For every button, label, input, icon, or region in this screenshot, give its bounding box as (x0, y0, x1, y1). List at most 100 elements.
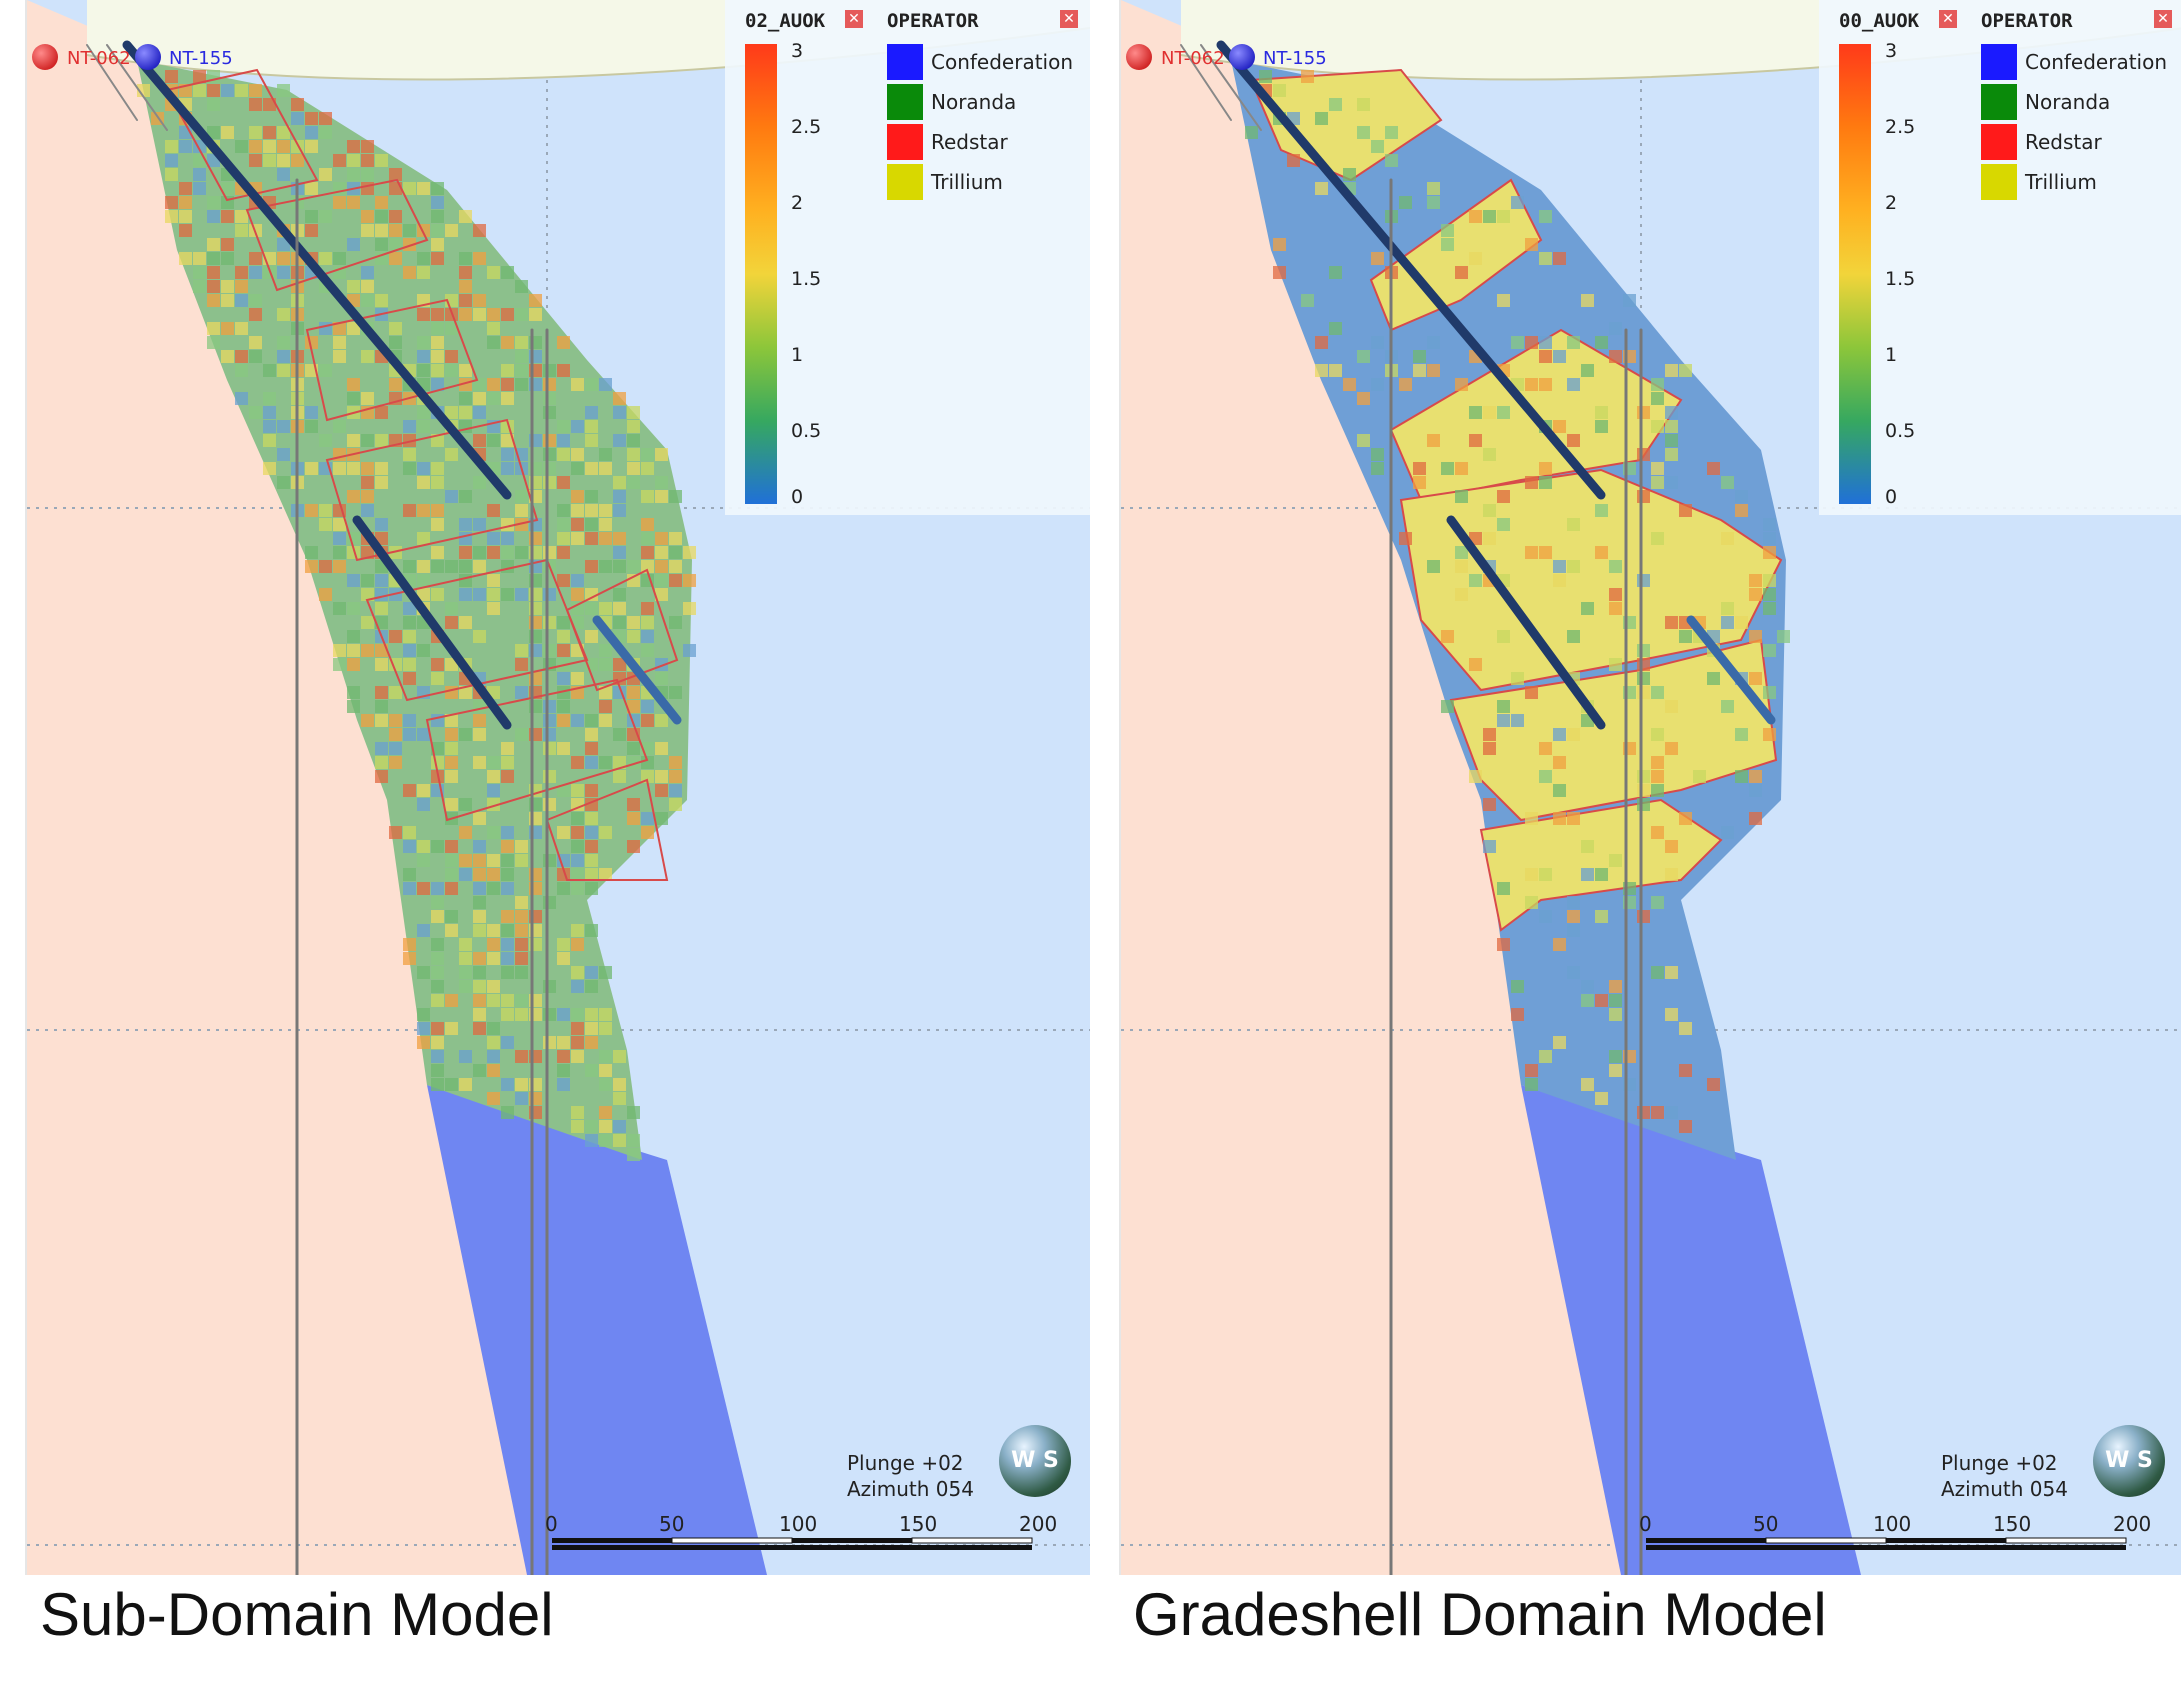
grade-cell (543, 742, 556, 755)
grade-tick: 3 (1885, 40, 1898, 62)
grade-cell (655, 770, 668, 783)
hole-collar-red[interactable] (1126, 44, 1152, 70)
grade-cell (1665, 448, 1678, 461)
grade-cell (207, 294, 220, 307)
grade-cell (1539, 378, 1552, 391)
grade-cell (571, 784, 584, 797)
grade-cell (375, 644, 388, 657)
globe-compass-icon[interactable]: W S (999, 1425, 1071, 1497)
grade-cell (1763, 602, 1776, 615)
grade-cell (165, 140, 178, 153)
close-operator-legend-icon[interactable]: ✕ (2154, 10, 2172, 28)
grade-cell (431, 196, 444, 209)
grade-cell (403, 658, 416, 671)
grade-cell (557, 420, 570, 433)
section-view-right[interactable] (1121, 0, 2181, 1575)
grade-cell (431, 308, 444, 321)
hole-collar-blue[interactable] (135, 44, 161, 70)
grade-cell (193, 252, 206, 265)
grade-cell (431, 938, 444, 951)
grade-cell (487, 938, 500, 951)
grade-tick: 0.5 (791, 420, 822, 442)
grade-cell (431, 476, 444, 489)
close-operator-legend-icon[interactable]: ✕ (1060, 10, 1078, 28)
grade-cell (613, 770, 626, 783)
grade-cell (473, 812, 486, 825)
grade-cell (613, 602, 626, 615)
grade-cell (543, 1036, 556, 1049)
grade-cell (1539, 910, 1552, 923)
grade-cell (641, 462, 654, 475)
grade-cell (221, 252, 234, 265)
grade-cell (585, 882, 598, 895)
grade-cell (1735, 616, 1748, 629)
grade-cell (361, 392, 374, 405)
grade-cell (669, 686, 682, 699)
grade-cell (431, 882, 444, 895)
grade-cell (193, 280, 206, 293)
grade-cell (655, 574, 668, 587)
grade-cell (571, 854, 584, 867)
grade-cell (459, 252, 472, 265)
grade-cell (333, 322, 346, 335)
grade-tick: 0 (1885, 486, 1898, 508)
scale-tick: 150 (1993, 1512, 2032, 1536)
grade-cell (1637, 448, 1650, 461)
grade-cell (613, 490, 626, 503)
grade-cell (207, 196, 220, 209)
grade-cell (431, 518, 444, 531)
grade-cell (417, 574, 430, 587)
viewport-left[interactable]: NT-062 NT-155 02_AUOK ✕ 3 2.5 2 1.5 1 0.… (25, 0, 1090, 1575)
grade-cell (235, 84, 248, 97)
grade-cell (515, 854, 528, 867)
grade-cell (1329, 98, 1342, 111)
close-grade-legend-icon[interactable]: ✕ (1939, 10, 1957, 28)
grade-cell (557, 434, 570, 447)
grade-cell (613, 616, 626, 629)
grade-cell (571, 1036, 584, 1049)
grade-cell (333, 644, 346, 657)
grade-cell (389, 224, 402, 237)
grade-cell (1483, 210, 1496, 223)
grade-cell (207, 266, 220, 279)
grade-cell (487, 308, 500, 321)
section-view-left[interactable] (27, 0, 1090, 1575)
grade-cell (417, 728, 430, 741)
globe-compass-icon[interactable]: W S (2093, 1425, 2165, 1497)
grade-cell (347, 434, 360, 447)
viewport-right[interactable]: NT-062 NT-155 00_AUOK ✕ 3 2.5 2 1.5 1 0.… (1119, 0, 2181, 1575)
grade-cell (319, 168, 332, 181)
close-grade-legend-icon[interactable]: ✕ (845, 10, 863, 28)
grade-cell (459, 518, 472, 531)
grade-cell (1469, 406, 1482, 419)
grade-cell (473, 980, 486, 993)
grade-cell (1399, 196, 1412, 209)
grade-cell (613, 1078, 626, 1091)
grade-cell (515, 280, 528, 293)
grade-cell (515, 546, 528, 559)
grade-cell (473, 868, 486, 881)
grade-cell (1665, 966, 1678, 979)
grade-cell (375, 518, 388, 531)
grade-cell (515, 308, 528, 321)
subdomain-outlines (165, 68, 679, 881)
grade-cell (641, 532, 654, 545)
hole-collar-blue[interactable] (1229, 44, 1255, 70)
grade-cell (1483, 406, 1496, 419)
grade-cell (627, 742, 640, 755)
grade-cell (585, 630, 598, 643)
grade-cell (501, 994, 514, 1007)
grade-cell (571, 714, 584, 727)
grade-cell (445, 714, 458, 727)
grade-cell (333, 252, 346, 265)
grade-cell (1609, 322, 1622, 335)
grade-cell (529, 308, 542, 321)
grade-cell (1581, 294, 1594, 307)
grade-cell (403, 448, 416, 461)
grade-cell (487, 924, 500, 937)
grade-cell (305, 546, 318, 559)
grade-cell (1637, 686, 1650, 699)
grade-cell (361, 266, 374, 279)
hole-collar-red[interactable] (32, 44, 58, 70)
grade-cell (1315, 182, 1328, 195)
